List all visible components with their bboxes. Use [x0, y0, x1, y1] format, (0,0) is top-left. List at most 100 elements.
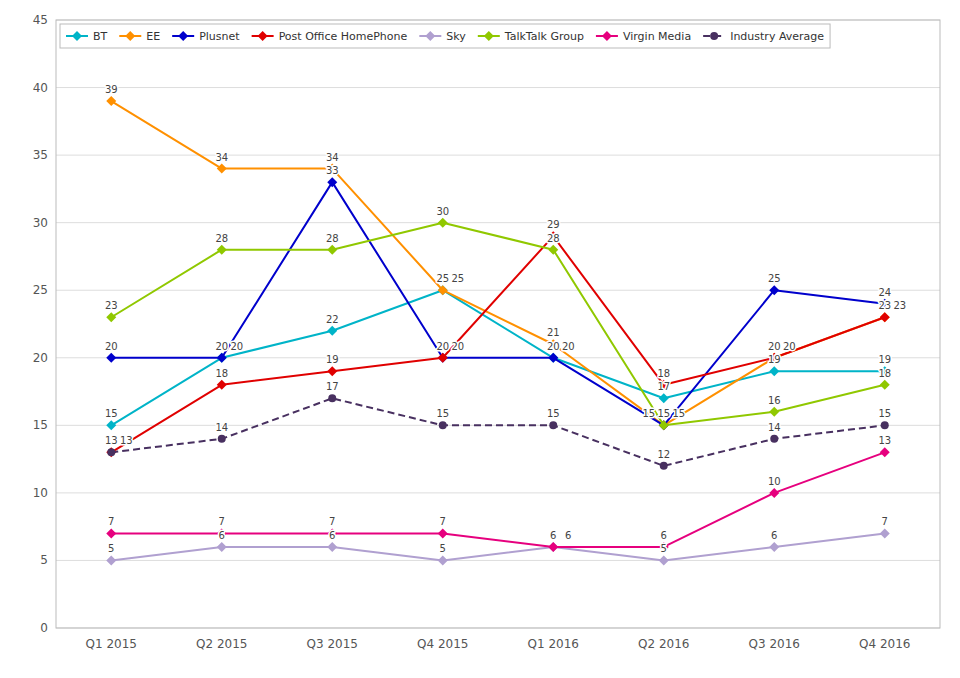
- data-label: 34: [215, 152, 228, 163]
- data-point: [769, 407, 779, 417]
- data-point: [548, 353, 558, 363]
- data-label: 20: [547, 341, 560, 352]
- legend-frame: [60, 24, 830, 48]
- data-point: [659, 393, 669, 403]
- data-label: 19: [878, 354, 891, 365]
- data-point: [327, 177, 337, 187]
- series-line: [111, 398, 885, 466]
- data-point: [328, 394, 336, 402]
- data-point: [107, 448, 115, 456]
- data-label: 18: [657, 368, 670, 379]
- series-line: [111, 533, 885, 560]
- data-point: [659, 420, 669, 430]
- data-label: 6: [565, 530, 571, 541]
- y-tick-label: 35: [33, 148, 48, 162]
- data-label: 6: [219, 530, 225, 541]
- data-label: 17: [326, 381, 339, 392]
- data-label: 5: [440, 543, 446, 554]
- data-label: 34: [326, 152, 339, 163]
- grid-line: [56, 492, 940, 493]
- data-label: 15: [436, 408, 449, 419]
- data-label: 28: [215, 233, 228, 244]
- data-point: [548, 245, 558, 255]
- data-label: 5: [108, 543, 114, 554]
- x-tick-label: Q1 2015: [86, 637, 137, 651]
- y-tick-label: 30: [33, 216, 48, 230]
- data-label: 16: [768, 395, 781, 406]
- data-label: 20: [768, 341, 781, 352]
- data-point: [438, 218, 448, 228]
- data-point: [106, 96, 116, 106]
- data-point: [548, 542, 558, 552]
- legend-label: Post Office HomePhone: [279, 30, 408, 43]
- data-label: 22: [326, 314, 339, 325]
- series: [106, 218, 890, 431]
- data-point: [880, 447, 890, 457]
- data-point: [106, 555, 116, 565]
- x-tick-label: Q4 2015: [417, 637, 468, 651]
- legend-marker: [602, 31, 612, 41]
- data-label: 25: [436, 273, 449, 284]
- data-point: [880, 312, 890, 322]
- data-label: 15: [672, 408, 685, 419]
- data-point: [769, 542, 779, 552]
- data-point: [880, 528, 890, 538]
- data-label: 13: [120, 435, 133, 446]
- series: [107, 394, 889, 470]
- legend-marker: [710, 32, 718, 40]
- data-label: 17: [657, 381, 670, 392]
- data-label: 39: [105, 84, 118, 95]
- series: [106, 528, 890, 565]
- data-label: 15: [642, 408, 655, 419]
- data-point: [217, 380, 227, 390]
- data-label: 28: [547, 233, 560, 244]
- data-point: [549, 421, 557, 429]
- series-line: [111, 452, 885, 547]
- data-label: 29: [547, 219, 560, 230]
- data-label: 19: [768, 354, 781, 365]
- data-point: [769, 366, 779, 376]
- y-tick-label: 20: [33, 351, 48, 365]
- chart-svg: 051015202530354045Q1 2015Q2 2015Q3 2015Q…: [0, 0, 960, 678]
- legend: BTEEPlusnetPost Office HomePhoneSkyTalkT…: [60, 24, 830, 48]
- series-line: [111, 223, 885, 426]
- data-point: [769, 285, 779, 295]
- data-point: [880, 380, 890, 390]
- data-label: 14: [768, 422, 781, 433]
- y-tick-label: 40: [33, 81, 48, 95]
- series: [106, 177, 890, 430]
- data-point: [439, 421, 447, 429]
- y-tick-label: 25: [33, 283, 48, 297]
- y-tick-label: 45: [33, 13, 48, 27]
- data-point: [217, 164, 227, 174]
- data-label: 20: [230, 341, 243, 352]
- data-point: [217, 245, 227, 255]
- data-point: [881, 421, 889, 429]
- data-label: 13: [878, 435, 891, 446]
- data-label: 30: [436, 206, 449, 217]
- legend-marker: [178, 31, 188, 41]
- data-point: [217, 542, 227, 552]
- data-point: [106, 420, 116, 430]
- data-point: [438, 353, 448, 363]
- y-tick-label: 10: [33, 486, 48, 500]
- data-label: 25: [451, 273, 464, 284]
- x-axis: Q1 2015Q2 2015Q3 2015Q4 2015Q1 2016Q2 20…: [86, 637, 911, 651]
- data-label: 7: [440, 516, 446, 527]
- data-label: 20: [783, 341, 796, 352]
- data-point: [327, 366, 337, 376]
- data-label: 19: [326, 354, 339, 365]
- series-line: [111, 236, 885, 452]
- data-label: 23: [893, 300, 906, 311]
- data-point: [438, 285, 448, 295]
- data-point: [217, 353, 227, 363]
- data-label: 24: [878, 287, 891, 298]
- legend-marker: [125, 31, 135, 41]
- grid-line: [56, 560, 940, 561]
- legend-label: BT: [93, 30, 108, 43]
- data-labels: 1520222520171919393434252115202320203320…: [105, 84, 906, 554]
- data-label: 14: [215, 422, 228, 433]
- data-label: 21: [547, 327, 560, 338]
- data-point: [660, 462, 668, 470]
- data-label: 33: [326, 165, 339, 176]
